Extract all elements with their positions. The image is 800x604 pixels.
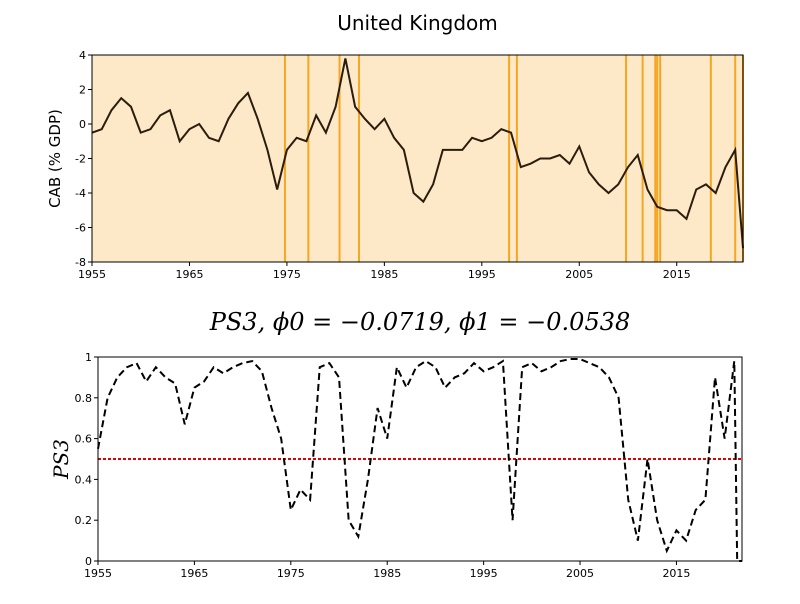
x-tick-label: 1955 (78, 268, 106, 281)
y-tick-label: -6 (75, 222, 86, 235)
x-tick-label: 1975 (277, 567, 305, 580)
y-tick-label: 0 (85, 555, 92, 568)
x-tick-label: 1995 (470, 567, 498, 580)
x-tick-label: 2005 (565, 268, 593, 281)
x-tick-label: 1965 (180, 567, 208, 580)
y-axis-label: CAB (% GDP) (46, 109, 64, 208)
x-tick-label: 1995 (468, 268, 496, 281)
x-tick-label: 1955 (84, 567, 112, 580)
x-tick-label: 2015 (662, 567, 690, 580)
y-tick-label: 0 (79, 118, 86, 131)
x-tick-label: 1985 (373, 567, 401, 580)
x-tick-label: 1985 (370, 268, 398, 281)
y-axis-label: PS3 (49, 439, 73, 480)
x-tick-label: 2015 (663, 268, 691, 281)
y-tick-label: -4 (75, 187, 86, 200)
y-tick-label: 4 (79, 49, 86, 62)
y-tick-label: 1 (85, 351, 92, 364)
y-tick-label: 0.8 (75, 392, 93, 405)
y-tick-label: 0.2 (75, 514, 93, 527)
y-tick-label: -2 (75, 153, 86, 166)
y-tick-label: 2 (79, 84, 86, 97)
plot-frame (97, 356, 743, 562)
x-tick-label: 2005 (566, 567, 594, 580)
y-tick-label: 0.6 (75, 433, 93, 446)
x-tick-label: 1965 (175, 268, 203, 281)
y-tick-label: 0.4 (75, 473, 93, 486)
x-tick-label: 1975 (273, 268, 301, 281)
data-line (97, 358, 742, 562)
y-tick-label: -8 (75, 256, 86, 269)
plot-background (92, 55, 743, 262)
chart-title: PS3, ϕ0 = −0.0719, ϕ1 = −0.0538 (209, 308, 631, 336)
plot-frame (91, 54, 744, 263)
chart-title: United Kingdom (337, 11, 498, 35)
data-line (91, 58, 744, 249)
